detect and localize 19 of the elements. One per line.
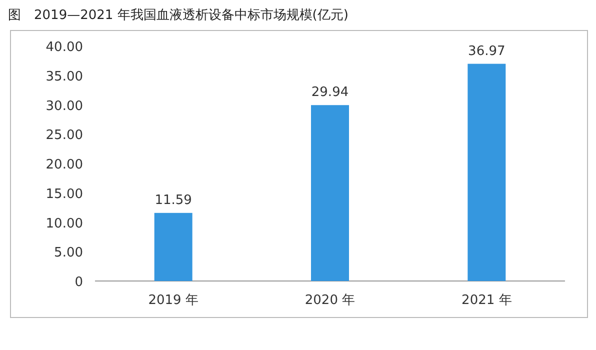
data-label: 11.59 xyxy=(154,192,192,208)
y-tick-label: 40.00 xyxy=(46,40,83,55)
y-tick-label: 5.00 xyxy=(54,246,83,261)
bar xyxy=(311,105,349,281)
x-tick-label: 2020 年 xyxy=(304,293,356,308)
y-tick-label: 25.00 xyxy=(46,128,83,144)
chart-title: 图 2019—2021 年我国血液透析设备中标市场规模(亿元) xyxy=(8,8,348,23)
data-label: 36.97 xyxy=(468,44,506,59)
y-tick-label: 30.00 xyxy=(46,98,83,114)
y-tick-label: 20.00 xyxy=(46,158,83,172)
x-tick-label: 2021 年 xyxy=(462,293,512,308)
data-label: 29.94 xyxy=(311,85,349,100)
y-tick-label: 10.00 xyxy=(46,216,83,232)
bar xyxy=(468,64,506,281)
y-tick-label: 0 xyxy=(74,275,83,290)
bar xyxy=(154,212,192,281)
y-tick-label: 35.00 xyxy=(46,69,83,84)
y-tick-label: 15.00 xyxy=(46,186,83,202)
x-tick-label: 2019 年 xyxy=(148,293,198,308)
